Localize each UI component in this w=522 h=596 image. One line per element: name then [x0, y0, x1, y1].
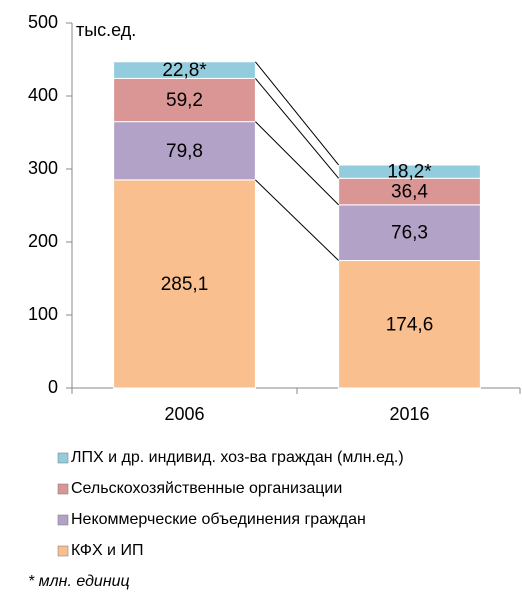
bar-segment [113, 61, 256, 79]
bar-segment [338, 164, 481, 179]
value-label: 79,8 [166, 141, 203, 162]
bar-segment [113, 179, 256, 389]
value-label: 18,2* [387, 162, 432, 183]
x-tick-label: 2016 [389, 404, 429, 424]
y-tick-label: 300 [28, 158, 58, 178]
bar-segment [338, 177, 481, 206]
connector-line [255, 179, 339, 261]
footnote: * млн. единиц [28, 573, 130, 590]
x-tick-label: 2006 [164, 404, 204, 424]
y-axis-label: тыс.ед. [76, 20, 136, 40]
value-label: 76,3 [391, 223, 428, 244]
legend-swatch [57, 483, 69, 495]
y-tick-label: 500 [28, 12, 58, 32]
legend-label: Некоммерческие объединения граждан [71, 511, 366, 528]
value-label: 59,2 [166, 90, 203, 111]
bar-segment [113, 77, 256, 123]
bar-segment [338, 204, 481, 262]
y-tick-label: 0 [48, 377, 58, 397]
legend-label: ЛПХ и др. индивид. хоз-ва граждан (млн.е… [71, 449, 404, 466]
connector-line [254, 78, 340, 179]
value-label: 22,8* [162, 60, 207, 81]
legend-label: КФХ и ИП [71, 542, 143, 559]
legend-swatch [57, 545, 69, 557]
value-label: 36,4 [391, 182, 428, 203]
value-label: 285,1 [161, 274, 209, 295]
legend-swatch [57, 452, 69, 464]
y-tick-label: 400 [28, 85, 58, 105]
value-label: 174,6 [386, 314, 434, 335]
connector-line [254, 61, 340, 166]
y-tick-label: 100 [28, 304, 58, 324]
bar-segment [338, 260, 481, 389]
connector-line [255, 121, 339, 206]
y-tick-label: 200 [28, 231, 58, 251]
legend-label: Сельскохозяйственные организации [71, 480, 342, 497]
legend-swatch [57, 514, 69, 526]
bar-segment [113, 121, 256, 181]
